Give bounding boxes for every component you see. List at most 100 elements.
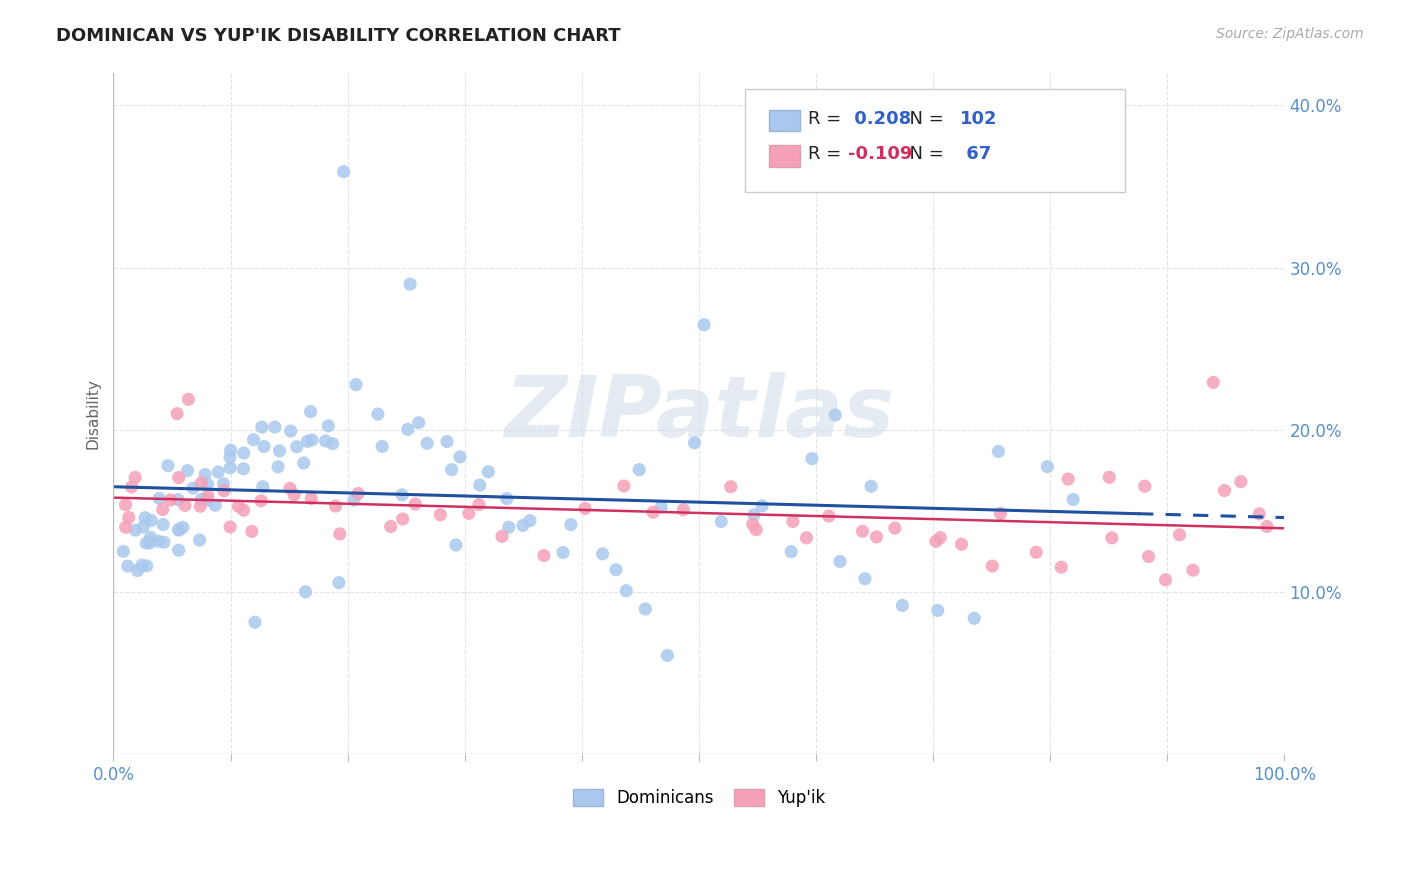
Point bbox=[990, 507, 1012, 521]
Point bbox=[634, 602, 657, 616]
Point bbox=[176, 464, 198, 478]
Point bbox=[252, 480, 274, 494]
Point bbox=[124, 523, 146, 537]
Point bbox=[188, 533, 211, 547]
Point bbox=[219, 460, 242, 475]
Point bbox=[641, 505, 664, 519]
Point bbox=[167, 543, 190, 558]
Point bbox=[613, 479, 636, 493]
Text: N =: N = bbox=[898, 145, 950, 163]
Point bbox=[1154, 573, 1177, 587]
Point bbox=[292, 456, 315, 470]
Point bbox=[533, 549, 555, 563]
Point bbox=[134, 510, 156, 524]
Point bbox=[148, 491, 170, 506]
Point bbox=[118, 510, 141, 524]
Point bbox=[174, 499, 197, 513]
Point bbox=[824, 408, 846, 422]
Point bbox=[399, 277, 422, 292]
Point bbox=[285, 440, 308, 454]
Point bbox=[1230, 475, 1253, 489]
Point bbox=[1101, 531, 1123, 545]
Text: 67: 67 bbox=[960, 145, 991, 163]
Point bbox=[865, 530, 887, 544]
Point bbox=[112, 544, 135, 558]
Point bbox=[263, 420, 285, 434]
Point bbox=[927, 603, 949, 617]
Point bbox=[457, 506, 479, 520]
Point bbox=[190, 476, 212, 491]
Point bbox=[751, 499, 773, 513]
Point bbox=[135, 536, 157, 550]
Point bbox=[950, 537, 973, 551]
Point bbox=[1249, 507, 1271, 521]
Point bbox=[371, 439, 394, 453]
Point bbox=[250, 420, 273, 434]
Point bbox=[796, 531, 818, 545]
Point bbox=[152, 517, 174, 532]
Point bbox=[167, 492, 190, 507]
Point bbox=[167, 470, 190, 484]
Point bbox=[159, 493, 181, 508]
Point bbox=[851, 524, 873, 539]
Point bbox=[693, 318, 716, 332]
Point bbox=[299, 404, 322, 418]
Point bbox=[232, 446, 254, 460]
Point bbox=[391, 512, 413, 526]
Point bbox=[194, 467, 217, 482]
Point bbox=[124, 470, 146, 484]
Point bbox=[925, 534, 948, 549]
Point bbox=[188, 500, 211, 514]
Point bbox=[1057, 472, 1080, 486]
Point bbox=[987, 444, 1010, 458]
Text: 0.208: 0.208 bbox=[848, 110, 911, 128]
Point bbox=[127, 564, 149, 578]
Point bbox=[1062, 492, 1084, 507]
Point bbox=[181, 481, 204, 495]
Point bbox=[219, 520, 242, 534]
Point bbox=[167, 523, 190, 537]
Point bbox=[1213, 483, 1236, 498]
Point bbox=[449, 450, 471, 464]
Y-axis label: Disability: Disability bbox=[86, 378, 100, 449]
Legend: Dominicans, Yup'ik: Dominicans, Yup'ik bbox=[567, 782, 832, 814]
Point bbox=[436, 434, 458, 449]
Point bbox=[592, 547, 614, 561]
Point bbox=[1256, 519, 1278, 533]
Point bbox=[228, 500, 250, 514]
Point bbox=[332, 164, 354, 178]
Point bbox=[883, 521, 905, 535]
Point bbox=[710, 515, 733, 529]
Point bbox=[329, 527, 352, 541]
Point bbox=[177, 392, 200, 407]
Point bbox=[232, 503, 254, 517]
Point bbox=[139, 514, 162, 528]
Point bbox=[396, 422, 419, 436]
Point bbox=[745, 523, 768, 537]
Point bbox=[929, 531, 952, 545]
Point bbox=[172, 520, 194, 534]
Text: R =: R = bbox=[808, 145, 848, 163]
Point bbox=[243, 615, 266, 630]
Point bbox=[294, 584, 316, 599]
Point bbox=[477, 465, 499, 479]
Point bbox=[325, 499, 347, 513]
Point bbox=[297, 434, 319, 449]
Text: DOMINICAN VS YUP'IK DISABILITY CORRELATION CHART: DOMINICAN VS YUP'IK DISABILITY CORRELATI… bbox=[56, 27, 621, 45]
Point bbox=[197, 477, 219, 491]
Point bbox=[1181, 563, 1204, 577]
Point bbox=[212, 476, 235, 491]
Point bbox=[1036, 459, 1059, 474]
Point bbox=[782, 515, 804, 529]
Point bbox=[267, 459, 290, 474]
Point bbox=[219, 443, 242, 458]
Point bbox=[672, 503, 695, 517]
Point bbox=[195, 493, 218, 508]
Point bbox=[131, 558, 153, 573]
Point bbox=[250, 493, 273, 508]
Point bbox=[1098, 470, 1121, 484]
Text: R =: R = bbox=[808, 110, 848, 128]
Point bbox=[650, 500, 672, 515]
Point bbox=[1202, 376, 1225, 390]
Text: Source: ZipAtlas.com: Source: ZipAtlas.com bbox=[1216, 27, 1364, 41]
